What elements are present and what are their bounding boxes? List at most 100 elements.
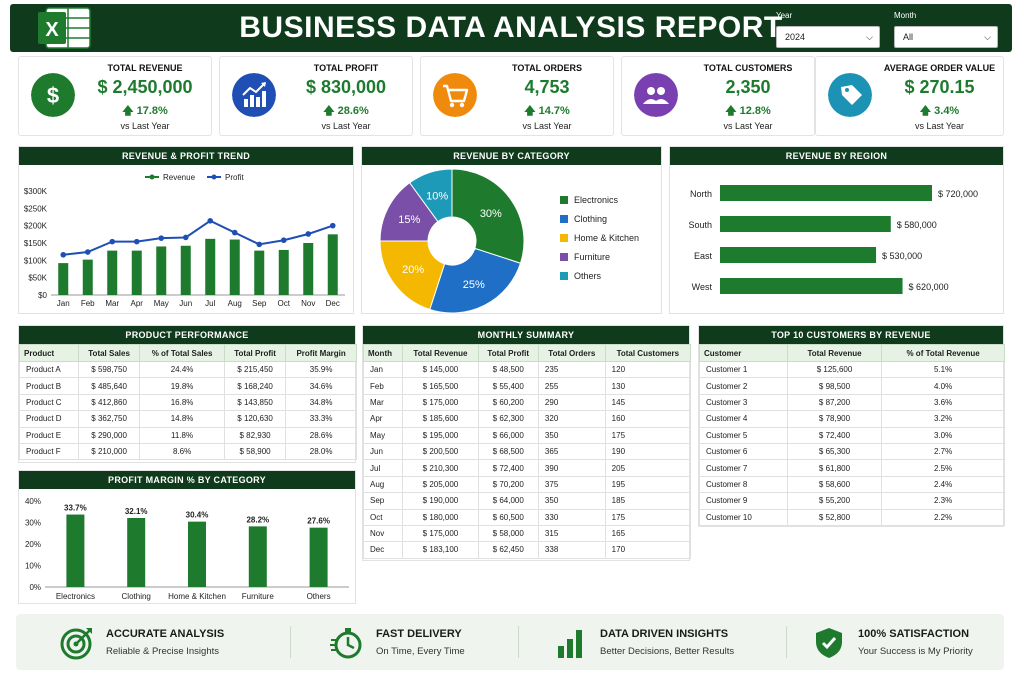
table-row: May $ 195,000 $ 66,000 350 175 <box>362 426 692 444</box>
arrow-up-icon: 🡅 <box>919 105 935 117</box>
legend-label: Electronics <box>574 195 619 205</box>
table-cell: $ 58,600 <box>786 475 883 494</box>
y-tick-label: 0% <box>29 583 41 592</box>
profit-margin-panel: PROFIT MARGIN % BY CATEGORY 0% 10% 20% 30% 4… <box>18 470 356 604</box>
page-title: BUSINESS DATA ANALYSIS REPORT <box>239 11 783 44</box>
footer-divider <box>786 626 787 658</box>
table-cell: $ 185,600 <box>402 410 479 428</box>
profit-point <box>256 241 263 248</box>
shopping-cart-icon <box>433 73 477 117</box>
table-cell: Customer 3 <box>699 393 788 412</box>
kpi-change: 🡅 3.4% <box>876 102 1003 121</box>
table-cell: 330 <box>537 508 606 526</box>
legend-revenue-label: Revenue <box>163 173 196 182</box>
table-cell: 350 <box>537 492 606 510</box>
table-cell: $ 180,000 <box>402 508 479 526</box>
revenue-bar <box>107 250 118 295</box>
kpi-card-total-customers: TOTAL CUSTOMERS 2,350 🡅 12.8% vs Last Ye… <box>621 56 815 136</box>
table-cell: $ 62,450 <box>477 541 539 559</box>
feature-subtitle: Better Decisions, Better Results <box>600 646 735 657</box>
x-tick-label: Aug <box>228 299 242 308</box>
legend-label: Others <box>574 271 602 281</box>
revenue-bar <box>254 250 265 295</box>
kpi-value: $ 2,450,000 <box>97 77 193 97</box>
x-tick-label: Dec <box>326 299 340 308</box>
legend-label: Clothing <box>574 214 607 224</box>
pie-slice <box>379 240 446 311</box>
table-cell: 3.2% <box>881 410 1005 428</box>
table-cell: 120 <box>604 360 692 379</box>
revenue-bar <box>58 263 69 295</box>
table-cell: 320 <box>537 410 606 428</box>
table-cell: 130 <box>604 377 692 395</box>
table-cell: 33.3% <box>285 410 357 428</box>
column-header: Month <box>362 344 404 362</box>
table-cell: Nov <box>362 524 404 543</box>
x-tick-label: Nov <box>301 299 315 308</box>
table-row: Nov $ 175,000 $ 58,000 315 165 <box>362 524 692 543</box>
column-header: Total Sales <box>77 344 141 362</box>
table-cell: $ 190,000 <box>402 492 479 510</box>
table-row: Jun $ 200,500 $ 68,500 365 190 <box>362 442 692 461</box>
column-header: Product <box>19 344 79 362</box>
month-select[interactable]: All ⌵ <box>894 26 998 48</box>
table-cell: 34.6% <box>285 377 357 395</box>
table-row: Customer 4 $ 78,900 3.2% <box>699 410 1005 428</box>
revenue-bar <box>303 243 314 295</box>
margin-bar <box>309 527 328 587</box>
table-cell: 160 <box>604 410 692 428</box>
table-cell: $ 55,400 <box>477 377 539 395</box>
dollar-icon: $ <box>31 73 75 117</box>
product-performance-panel: PRODUCT PERFORMANCE Product Total Sales% … <box>18 325 357 463</box>
table-cell: 190 <box>604 442 692 461</box>
table-cell: 165 <box>604 524 692 543</box>
profit-point <box>231 229 238 236</box>
arrow-up-icon: 🡅 <box>323 105 338 117</box>
table-row: Apr $ 185,600 $ 62,300 320 160 <box>362 410 692 428</box>
revenue-bar <box>229 239 240 295</box>
price-tag-icon <box>828 73 872 117</box>
table-cell: 11.8% <box>139 426 225 444</box>
column-header: Customer <box>699 344 788 362</box>
target-icon <box>60 628 92 660</box>
table-cell: 34.8% <box>285 393 357 412</box>
kpi-change-value: 28.6% <box>337 105 369 117</box>
table-cell: 175 <box>604 426 692 444</box>
kpi-change: 🡅 12.8% <box>682 102 814 121</box>
table-cell: 24.4% <box>139 360 225 379</box>
table-row: Dec $ 183,100 $ 62,450 338 170 <box>362 541 692 559</box>
table-cell: $ 61,800 <box>786 459 883 477</box>
table-cell: $ 598,750 <box>77 360 141 379</box>
users-icon <box>634 73 678 117</box>
table-row: Customer 8 $ 58,600 2.4% <box>699 475 1005 494</box>
table-cell: 290 <box>537 393 606 412</box>
legend-swatch <box>560 253 568 261</box>
table-cell: 14.8% <box>139 410 225 428</box>
table-cell: Product D <box>19 410 79 428</box>
table-row: Customer 1 $ 125,600 5.1% <box>699 360 1005 379</box>
profit-margin-chart: 0% 10% 20% 30% 40% 33.7% Electronics 32.1% Cloth… <box>25 497 349 601</box>
table-cell: $ 58,900 <box>223 442 287 461</box>
year-select[interactable]: 2024 ⌵ <box>776 26 880 48</box>
table-cell: Customer 7 <box>699 459 788 477</box>
legend-profit-marker <box>211 174 217 180</box>
feature-title: 100% SATISFACTION <box>858 628 970 640</box>
table-cell: 3.0% <box>881 426 1005 444</box>
pie-slice-label: 10% <box>426 190 448 202</box>
table-cell: $ 60,200 <box>477 393 539 412</box>
year-label: Year <box>776 11 793 20</box>
revenue-by-region-panel: REVENUE BY REGION North $ 720,000 South $ 5… <box>669 146 1004 314</box>
table-cell: $ 195,000 <box>402 426 479 444</box>
kpi-comparison: vs Last Year <box>120 121 170 131</box>
region-bar <box>720 247 877 263</box>
table-cell: $ 52,800 <box>786 508 883 526</box>
y-tick-label: $150K <box>24 239 48 248</box>
y-tick-label: $200K <box>24 222 48 231</box>
profit-point <box>305 231 312 237</box>
footer-divider <box>290 626 291 658</box>
footer-divider <box>518 626 519 658</box>
region-label: West <box>692 282 713 292</box>
feature-subtitle: On Time, Every Time <box>376 646 465 657</box>
profit-line <box>63 219 334 256</box>
kpi-change-value: 17.8% <box>136 105 168 117</box>
